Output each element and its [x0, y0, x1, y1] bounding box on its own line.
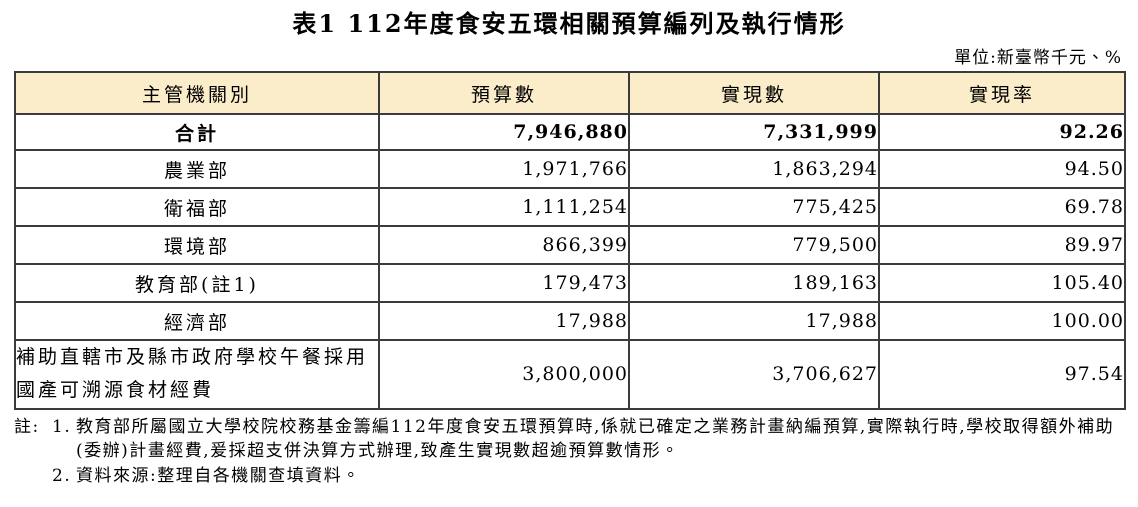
table-header-row: 主管機關別 預算數 實現數 實現率	[14, 71, 1126, 116]
agency-cell: 教育部(註1)	[14, 263, 380, 304]
rate-cell: 89.97	[878, 225, 1126, 266]
header-actual: 實現數	[628, 71, 880, 116]
actual-cell: 3,706,627	[628, 339, 880, 410]
unit-label: 單位:新臺幣千元、%	[954, 48, 1122, 69]
actual-cell: 779,500	[628, 225, 880, 266]
agency-cell: 補助直轄市及縣市政府學校午餐採用國產可溯源食材經費	[14, 339, 380, 410]
agency-cell: 經濟部	[14, 301, 380, 342]
table-row: 教育部(註1) 179,473 189,163 105.40	[14, 263, 1126, 304]
note-number: 1.	[52, 416, 72, 437]
table-row: 合計 7,946,880 7,331,999 92.26	[14, 113, 1126, 152]
table-row: 環境部 866,399 779,500 89.97	[14, 225, 1126, 266]
actual-cell: 189,163	[628, 263, 880, 304]
note-text: 資料來源:整理自各機關查填資料。	[76, 465, 361, 486]
budget-cell: 866,399	[378, 225, 630, 266]
header-agency: 主管機關別	[14, 71, 380, 116]
rate-cell: 105.40	[878, 263, 1126, 304]
table-row: 農業部 1,971,766 1,863,294 94.50	[14, 149, 1126, 190]
note-number: 2.	[52, 465, 72, 486]
budget-cell: 1,111,254	[378, 187, 630, 228]
table-row: 補助直轄市及縣市政府學校午餐採用國產可溯源食材經費 3,800,000 3,70…	[14, 339, 1126, 410]
rate-cell: 100.00	[878, 301, 1126, 342]
agency-cell: 衛福部	[14, 187, 380, 228]
note-text: 教育部所屬國立大學校院校務基金籌編112年度食安五環預算時,係就已確定之業務計畫…	[76, 416, 1115, 462]
note-label-spacer	[14, 464, 52, 489]
note-label: 註:	[14, 416, 40, 437]
header-rate: 實現率	[878, 71, 1126, 116]
rate-cell: 94.50	[878, 149, 1126, 190]
agency-cell: 合計	[14, 113, 380, 152]
actual-cell: 775,425	[628, 187, 880, 228]
budget-cell: 1,971,766	[378, 149, 630, 190]
document-page: 表1 112年度食安五環相關預算編列及執行情形 單位:新臺幣千元、% 主管機關別…	[14, 0, 1126, 489]
rate-cell: 69.78	[878, 187, 1126, 228]
budget-cell: 17,988	[378, 301, 630, 342]
actual-cell: 1,863,294	[628, 149, 880, 190]
table-row: 經濟部 17,988 17,988 100.00	[14, 301, 1126, 342]
budget-cell: 3,800,000	[378, 339, 630, 410]
budget-cell: 7,946,880	[378, 113, 630, 152]
actual-cell: 7,331,999	[628, 113, 880, 152]
rate-cell: 97.54	[878, 339, 1126, 410]
agency-cell: 農業部	[14, 149, 380, 190]
footnote-2: 2. 資料來源:整理自各機關查填資料。	[14, 464, 1124, 489]
footnote-1: 註: 1. 教育部所屬國立大學校院校務基金籌編112年度食安五環預算時,係就已確…	[14, 415, 1124, 464]
budget-cell: 179,473	[378, 263, 630, 304]
page-title: 表1 112年度食安五環相關預算編列及執行情形	[292, 9, 846, 38]
table-row: 衛福部 1,111,254 775,425 69.78	[14, 187, 1126, 228]
footnotes: 註: 1. 教育部所屬國立大學校院校務基金籌編112年度食安五環預算時,係就已確…	[14, 415, 1124, 489]
actual-cell: 17,988	[628, 301, 880, 342]
agency-cell: 環境部	[14, 225, 380, 266]
header-budget: 預算數	[378, 71, 630, 116]
rate-cell: 92.26	[878, 113, 1126, 152]
budget-table: 主管機關別 預算數 實現數 實現率 合計 7,946,880 7,331,999…	[14, 71, 1126, 410]
